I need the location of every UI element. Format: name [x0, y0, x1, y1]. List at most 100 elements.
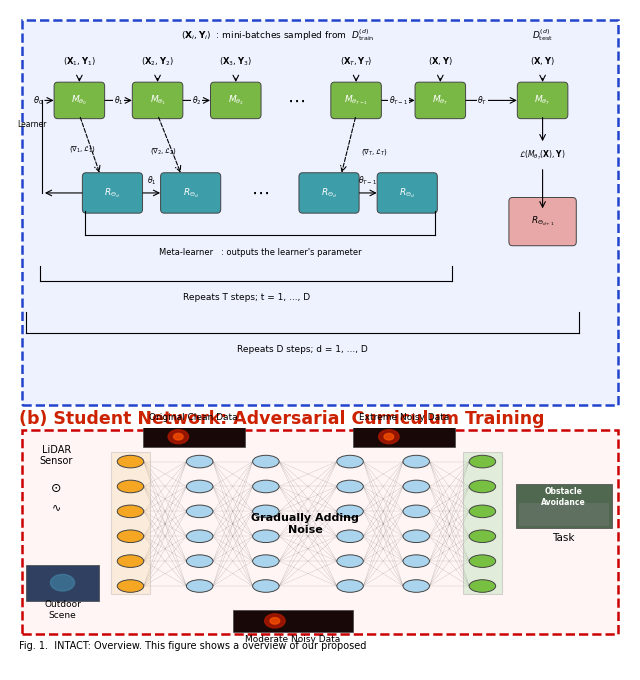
FancyBboxPatch shape: [463, 452, 502, 594]
Text: LiDAR
Sensor: LiDAR Sensor: [40, 445, 73, 466]
FancyBboxPatch shape: [132, 82, 183, 119]
Text: Obstacle
Avoidance: Obstacle Avoidance: [541, 487, 586, 507]
Text: Learner: Learner: [18, 120, 47, 129]
Text: $M_{\theta_2}$: $M_{\theta_2}$: [228, 94, 244, 107]
Circle shape: [379, 430, 399, 444]
Text: $(\mathbf{X},\mathbf{Y})$: $(\mathbf{X},\mathbf{Y})$: [531, 55, 555, 67]
Text: $(\mathbf{X}_3,\mathbf{Y}_3)$: $(\mathbf{X}_3,\mathbf{Y}_3)$: [220, 55, 252, 67]
Text: $\theta_T$: $\theta_T$: [477, 94, 488, 107]
Ellipse shape: [337, 580, 364, 592]
FancyBboxPatch shape: [83, 173, 143, 213]
FancyBboxPatch shape: [331, 82, 381, 119]
Text: $M_{\theta_0}$: $M_{\theta_0}$: [71, 94, 88, 107]
Text: $(\nabla_1,\mathcal{L}_1)$: $(\nabla_1,\mathcal{L}_1)$: [69, 143, 96, 154]
Ellipse shape: [186, 456, 213, 468]
FancyBboxPatch shape: [299, 173, 359, 213]
Ellipse shape: [253, 580, 279, 592]
Ellipse shape: [253, 555, 279, 567]
Ellipse shape: [469, 580, 495, 592]
Circle shape: [265, 614, 285, 628]
Ellipse shape: [469, 555, 495, 567]
Ellipse shape: [403, 580, 429, 592]
Ellipse shape: [337, 456, 364, 468]
Text: Outdoor
Scene: Outdoor Scene: [44, 600, 81, 619]
FancyBboxPatch shape: [233, 610, 353, 632]
Text: $\cdots$: $\cdots$: [251, 184, 269, 202]
Text: Moderate Noisy Data: Moderate Noisy Data: [245, 635, 340, 644]
Ellipse shape: [403, 530, 429, 543]
Text: $(\mathbf{X},\mathbf{Y})$: $(\mathbf{X},\mathbf{Y})$: [428, 55, 452, 67]
FancyBboxPatch shape: [518, 503, 609, 526]
Ellipse shape: [337, 530, 364, 543]
Ellipse shape: [117, 456, 144, 468]
FancyBboxPatch shape: [211, 82, 261, 119]
Text: $M_{\theta_T}$: $M_{\theta_T}$: [432, 94, 449, 107]
Circle shape: [51, 575, 74, 591]
Text: Repeats D steps; d = 1, ..., D: Repeats D steps; d = 1, ..., D: [237, 345, 368, 354]
Text: $\mathcal{L}(M_{\theta_T}(\mathbf{X}),\mathbf{Y})$: $\mathcal{L}(M_{\theta_T}(\mathbf{X}),\m…: [520, 148, 566, 162]
Text: Gradually Adding
Noise: Gradually Adding Noise: [251, 513, 359, 534]
Text: $(\nabla_2,\mathcal{L}_2)$: $(\nabla_2,\mathcal{L}_2)$: [150, 146, 177, 156]
Ellipse shape: [469, 456, 495, 468]
Ellipse shape: [469, 505, 495, 517]
FancyBboxPatch shape: [26, 565, 99, 600]
FancyBboxPatch shape: [111, 452, 150, 594]
Text: Original Clean Data: Original Clean Data: [149, 413, 238, 422]
Circle shape: [384, 433, 394, 440]
Ellipse shape: [117, 505, 144, 517]
Text: $\theta_0$: $\theta_0$: [33, 94, 44, 107]
Text: Extreme Noisy Data: Extreme Noisy Data: [359, 413, 449, 422]
FancyBboxPatch shape: [509, 197, 576, 245]
Ellipse shape: [117, 555, 144, 567]
Ellipse shape: [253, 480, 279, 493]
Text: $\cdots$: $\cdots$: [287, 91, 305, 109]
Ellipse shape: [403, 480, 429, 493]
FancyBboxPatch shape: [161, 173, 221, 213]
FancyBboxPatch shape: [517, 82, 568, 119]
Ellipse shape: [186, 580, 213, 592]
Text: Repeats T steps; t = 1, ..., D: Repeats T steps; t = 1, ..., D: [183, 292, 310, 302]
Text: $\theta_{T-1}$: $\theta_{T-1}$: [388, 94, 408, 107]
Text: $M_{\theta_T}$: $M_{\theta_T}$: [534, 94, 551, 107]
Text: $D_{\rm test}^{(d)}$: $D_{\rm test}^{(d)}$: [532, 27, 553, 43]
Ellipse shape: [469, 480, 495, 493]
Text: (b) Student Network: Adversarial Curriculum Training: (b) Student Network: Adversarial Curricu…: [19, 410, 545, 428]
Text: $(\mathbf{X}_T,\mathbf{Y}_T)$: $(\mathbf{X}_T,\mathbf{Y}_T)$: [340, 55, 372, 67]
Text: $\theta_1$: $\theta_1$: [147, 175, 156, 188]
Ellipse shape: [117, 530, 144, 543]
Text: $(\mathbf{X}_i, \mathbf{Y}_i)$  : mini-batches sampled from  $D_{\rm train}^{(d): $(\mathbf{X}_i, \mathbf{Y}_i)$ : mini-ba…: [181, 27, 374, 43]
Text: $R_{\Theta_d}$: $R_{\Theta_d}$: [399, 186, 415, 200]
Circle shape: [270, 617, 280, 624]
Text: Meta-learner   : outputs the learner's parameter: Meta-learner : outputs the learner's par…: [159, 248, 361, 258]
Text: Fig. 1.  INTACT: Overview. This figure shows a overview of our proposed: Fig. 1. INTACT: Overview. This figure sh…: [19, 641, 367, 651]
Ellipse shape: [186, 480, 213, 493]
Ellipse shape: [469, 530, 495, 543]
Ellipse shape: [253, 530, 279, 543]
Text: $(\mathbf{X}_1,\mathbf{Y}_1)$: $(\mathbf{X}_1,\mathbf{Y}_1)$: [63, 55, 96, 67]
Text: ⊙: ⊙: [51, 482, 61, 495]
Text: $\theta_1$: $\theta_1$: [114, 94, 124, 107]
FancyBboxPatch shape: [415, 82, 465, 119]
FancyBboxPatch shape: [516, 484, 612, 528]
Ellipse shape: [186, 530, 213, 543]
Text: $R_{\Theta_{d+1}}$: $R_{\Theta_{d+1}}$: [531, 215, 554, 228]
Ellipse shape: [253, 505, 279, 517]
Text: $(\mathbf{X}_2,\mathbf{Y}_2)$: $(\mathbf{X}_2,\mathbf{Y}_2)$: [141, 55, 174, 67]
Text: $R_{\Theta_d}$: $R_{\Theta_d}$: [182, 186, 198, 200]
Ellipse shape: [253, 456, 279, 468]
Circle shape: [173, 433, 183, 440]
FancyBboxPatch shape: [54, 82, 104, 119]
Ellipse shape: [186, 505, 213, 517]
Ellipse shape: [403, 456, 429, 468]
FancyBboxPatch shape: [353, 426, 456, 447]
FancyBboxPatch shape: [143, 426, 244, 447]
Text: $M_{\theta_1}$: $M_{\theta_1}$: [150, 94, 166, 107]
Ellipse shape: [117, 580, 144, 592]
Ellipse shape: [403, 555, 429, 567]
Ellipse shape: [403, 505, 429, 517]
Ellipse shape: [186, 555, 213, 567]
Text: $M_{\theta_{T-1}}$: $M_{\theta_{T-1}}$: [344, 94, 368, 107]
Ellipse shape: [337, 555, 364, 567]
Circle shape: [168, 430, 189, 444]
Ellipse shape: [337, 505, 364, 517]
